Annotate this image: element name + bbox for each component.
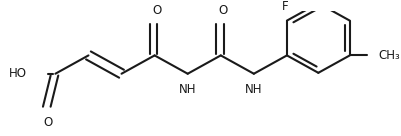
Text: CH₃: CH₃ xyxy=(379,49,400,62)
Text: O: O xyxy=(218,4,227,17)
Text: NH: NH xyxy=(179,83,196,96)
Text: O: O xyxy=(43,116,53,129)
Text: HO: HO xyxy=(9,67,27,80)
Text: NH: NH xyxy=(245,83,263,96)
Text: F: F xyxy=(282,0,288,13)
Text: O: O xyxy=(152,4,161,17)
